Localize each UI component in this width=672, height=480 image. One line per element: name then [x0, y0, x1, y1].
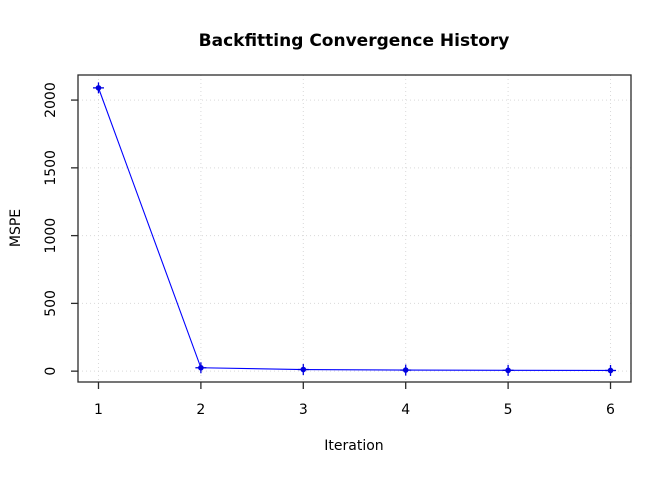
x-axis-label: Iteration	[324, 438, 383, 454]
data-point	[95, 85, 102, 91]
series-line	[97, 87, 611, 372]
x-tick-label: 4	[401, 402, 410, 418]
data-point	[402, 367, 409, 373]
data-point	[198, 364, 204, 371]
x-tick-label: 3	[299, 402, 308, 418]
chart-title: Backfitting Convergence History	[199, 31, 510, 51]
y-tick-label: 500	[43, 290, 59, 317]
y-tick-label: 1500	[43, 150, 59, 186]
x-tick-label: 1	[94, 402, 103, 418]
y-tick-label: 0	[43, 367, 59, 376]
x-tick-label: 5	[504, 402, 513, 418]
y-tick-label: 2000	[43, 82, 59, 118]
y-tick-label: 1000	[43, 218, 59, 254]
plot-box	[77, 74, 632, 383]
x-tick-label: 6	[606, 402, 615, 418]
chart-dynamic-layer: 1 2 3 4 5 6 0 500 1000 1500 2000	[43, 74, 632, 418]
data-point	[300, 366, 307, 373]
y-axis-label: MSPE	[8, 209, 24, 247]
data-point	[505, 367, 511, 374]
data-point	[607, 367, 614, 374]
x-tick-label: 2	[196, 402, 205, 418]
